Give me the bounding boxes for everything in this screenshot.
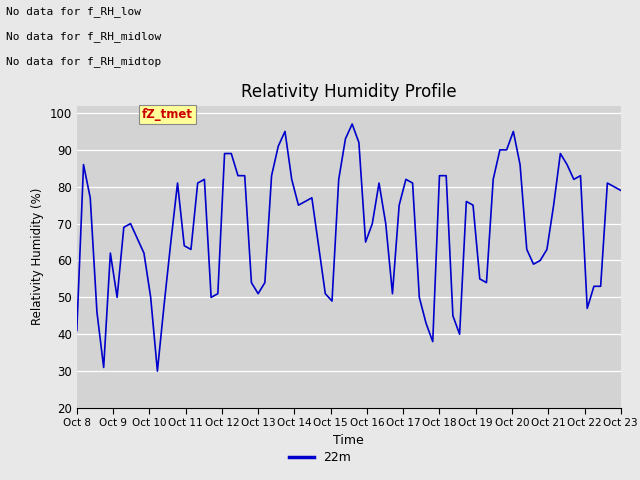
Text: fZ_tmet: fZ_tmet <box>142 108 193 120</box>
Title: Relativity Humidity Profile: Relativity Humidity Profile <box>241 83 456 101</box>
Y-axis label: Relativity Humidity (%): Relativity Humidity (%) <box>31 188 44 325</box>
X-axis label: Time: Time <box>333 434 364 447</box>
Text: No data for f_RH_midtop: No data for f_RH_midtop <box>6 56 162 67</box>
Text: No data for f_RH_midlow: No data for f_RH_midlow <box>6 31 162 42</box>
Legend: 22m: 22m <box>284 446 356 469</box>
Text: No data for f_RH_low: No data for f_RH_low <box>6 6 141 17</box>
